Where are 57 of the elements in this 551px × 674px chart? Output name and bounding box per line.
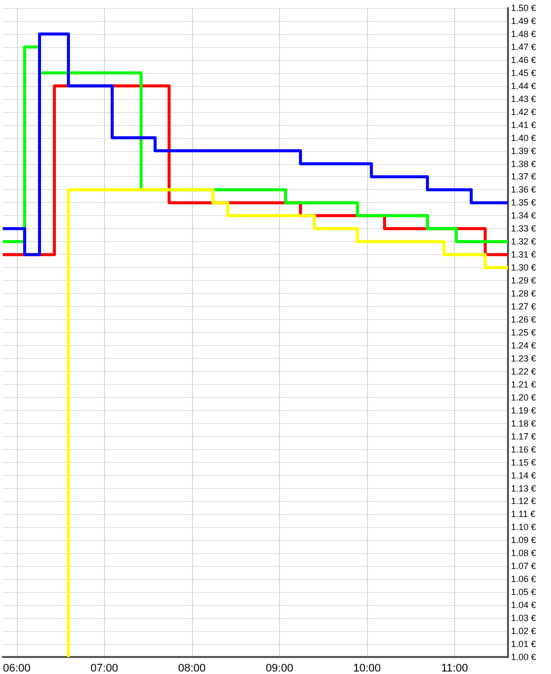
y-tick-label: 1.43 € <box>511 94 536 104</box>
y-tick-label: 1.29 € <box>511 276 536 286</box>
y-tick-label: 1.09 € <box>511 535 536 546</box>
x-tick-label: 07:00 <box>90 662 118 674</box>
y-tick-label: 1.34 € <box>511 210 536 221</box>
y-tick-label: 1.14 € <box>511 470 536 480</box>
x-tick-label: 06:00 <box>3 662 31 674</box>
y-tick-label: 1.22 € <box>511 366 536 376</box>
y-tick-label: 1.02 € <box>511 626 536 636</box>
y-tick-label: 1.16 € <box>511 444 536 454</box>
y-tick-label: 1.27 € <box>511 302 536 312</box>
y-tick-label: 1.01 € <box>511 639 536 650</box>
x-tick-label: 11:00 <box>441 662 468 674</box>
y-tick-label: 1.50 € <box>511 3 536 13</box>
y-tick-label: 1.07 € <box>511 561 536 572</box>
y-tick-label: 1.42 € <box>511 106 536 117</box>
y-tick-label: 1.47 € <box>511 42 536 52</box>
y-tick-label: 1.30 € <box>511 262 536 273</box>
y-tick-label: 1.10 € <box>511 522 536 532</box>
y-tick-label: 1.44 € <box>511 80 536 91</box>
y-tick-label: 1.37 € <box>511 172 536 182</box>
y-tick-label: 1.06 € <box>511 574 536 584</box>
y-tick-label: 1.23 € <box>511 353 536 364</box>
y-tick-label: 1.13 € <box>511 483 536 494</box>
y-tick-label: 1.15 € <box>511 457 536 468</box>
y-tick-label: 1.40 € <box>511 132 536 143</box>
y-tick-label: 1.00 € <box>511 652 536 662</box>
y-tick-label: 1.12 € <box>511 496 536 506</box>
y-tick-label: 1.21 € <box>511 379 536 390</box>
y-tick-label: 1.46 € <box>511 54 536 65</box>
y-tick-label: 1.20 € <box>511 392 536 402</box>
y-tick-label: 1.38 € <box>511 158 536 169</box>
y-tick-label: 1.08 € <box>511 548 536 558</box>
y-tick-label: 1.31 € <box>511 250 536 260</box>
y-tick-label: 1.39 € <box>511 146 536 156</box>
x-tick-label: 08:00 <box>178 662 206 674</box>
y-tick-label: 1.05 € <box>511 587 536 598</box>
y-tick-label: 1.18 € <box>511 418 536 428</box>
y-tick-label: 1.04 € <box>511 600 536 610</box>
y-tick-label: 1.25 € <box>511 328 536 338</box>
y-tick-label: 1.26 € <box>511 314 536 325</box>
y-tick-label: 1.49 € <box>511 16 536 26</box>
y-tick-label: 1.41 € <box>511 120 536 130</box>
y-tick-label: 1.24 € <box>511 340 536 350</box>
x-tick-label: 10:00 <box>353 662 381 674</box>
y-tick-label: 1.48 € <box>511 28 536 39</box>
y-tick-label: 1.33 € <box>511 224 536 234</box>
y-tick-label: 1.28 € <box>511 288 536 299</box>
x-tick-label: 09:00 <box>266 662 294 674</box>
y-tick-label: 1.35 € <box>511 198 536 208</box>
y-tick-label: 1.17 € <box>511 431 536 442</box>
y-tick-label: 1.11 € <box>511 509 536 520</box>
y-tick-label: 1.36 € <box>511 184 536 195</box>
y-tick-label: 1.32 € <box>511 236 536 247</box>
y-tick-label: 1.19 € <box>511 405 536 416</box>
y-tick-label: 1.03 € <box>511 613 536 624</box>
y-tick-label: 1.45 € <box>511 68 536 78</box>
